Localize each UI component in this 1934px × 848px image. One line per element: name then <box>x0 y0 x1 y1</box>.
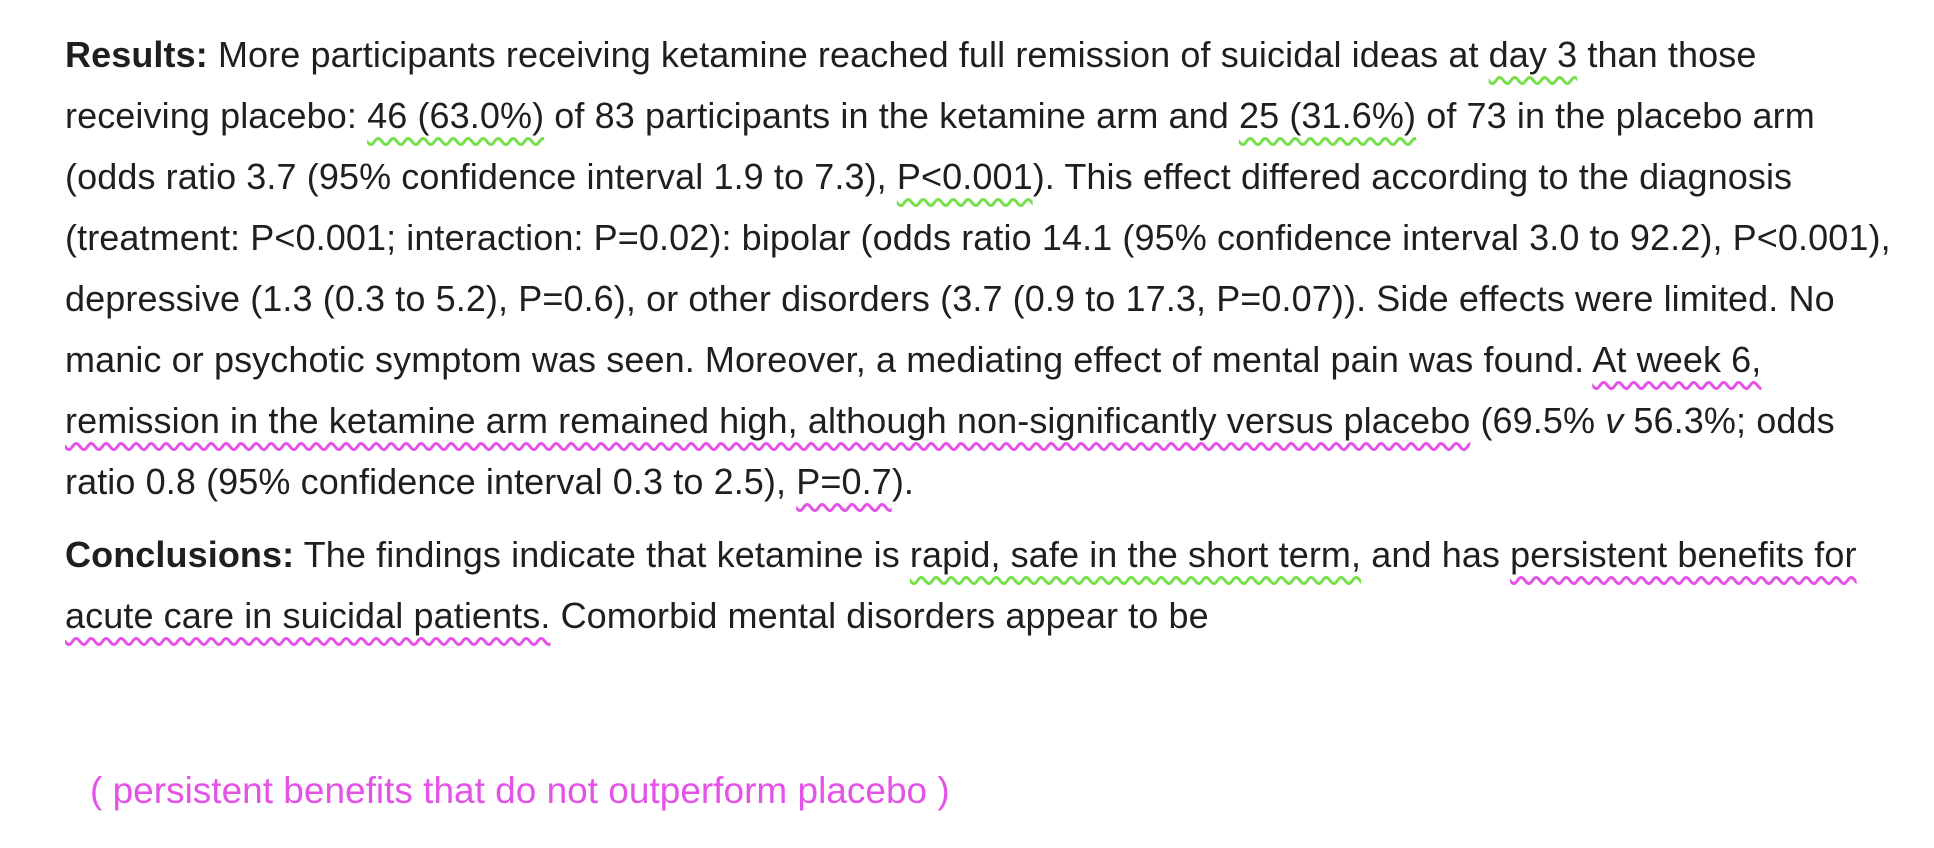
results-text-4: of 73 in the placebo arm (odds ratio 3.7… <box>65 95 1815 197</box>
highlight-persistent-benefits: persistent benefits for acute care in su… <box>65 534 1857 636</box>
results-text-6: (69.5% <box>1470 400 1606 441</box>
results-text-8: ). <box>891 461 915 502</box>
highlight-p-value-day3: P<0.001 <box>896 156 1033 197</box>
conclusions-heading: Conclusions: <box>65 534 295 575</box>
results-text-7: 56.3%; odds ratio 0.8 (95% confidence in… <box>65 400 1835 502</box>
conclusions-text-3: Comorbid mental disorders appear to be <box>550 595 1209 636</box>
results-text-1: More participants receiving ketamine rea… <box>207 34 1489 75</box>
annotation-note: ( persistent benefits that do not outper… <box>90 770 950 811</box>
results-text-3: of 83 participants in the ketamine arm a… <box>544 95 1239 136</box>
results-text-5: ). This effect differed according to the… <box>65 156 1891 380</box>
conclusions-text-2: and has <box>1361 534 1511 575</box>
versus-italic: v <box>1605 400 1624 441</box>
highlight-week-6: At week 6, remission in the ketamine arm… <box>65 339 1762 441</box>
highlight-placebo-count: 25 (31.6%) <box>1238 95 1417 136</box>
results-text-2: than those receiving placebo: <box>65 34 1757 136</box>
conclusions-text-1: The findings indicate that ketamine is <box>294 534 910 575</box>
results-heading: Results: <box>65 34 208 75</box>
results-paragraph: Results: More participants receiving ket… <box>65 24 1895 512</box>
highlight-day-3: day 3 <box>1488 34 1578 75</box>
highlight-ketamine-count: 46 (63.0%) <box>367 95 545 136</box>
abstract-excerpt: Results: More participants receiving ket… <box>65 24 1895 646</box>
highlight-rapid-safe: rapid, safe in the short term, <box>909 534 1362 575</box>
highlight-p-value-week6: P=0.7 <box>796 461 892 502</box>
conclusions-paragraph: Conclusions: The findings indicate that … <box>65 524 1895 646</box>
